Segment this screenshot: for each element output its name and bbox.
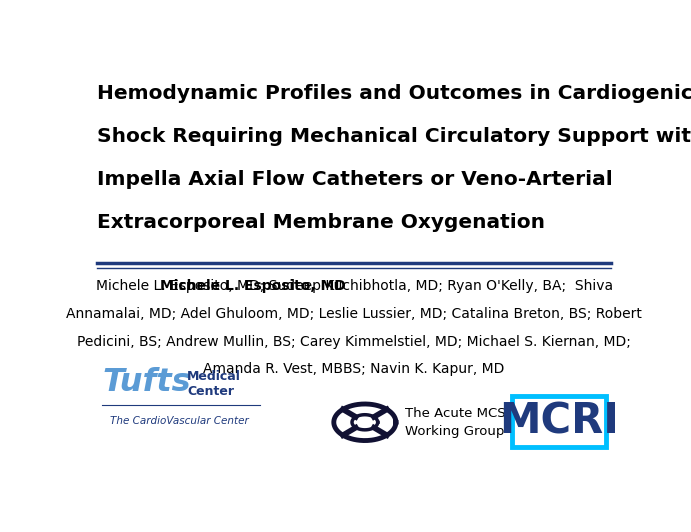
Text: Shock Requiring Mechanical Circulatory Support with: Shock Requiring Mechanical Circulatory S…	[97, 127, 691, 146]
Text: The CardioVascular Center: The CardioVascular Center	[111, 416, 249, 426]
Text: Medical
Center: Medical Center	[187, 370, 241, 398]
Text: Annamalai, MD; Adel Ghuloom, MD; Leslie Lussier, MD; Catalina Breton, BS; Robert: Annamalai, MD; Adel Ghuloom, MD; Leslie …	[66, 307, 642, 321]
Text: Amanda R. Vest, MBBS; Navin K. Kapur, MD: Amanda R. Vest, MBBS; Navin K. Kapur, MD	[203, 362, 505, 377]
FancyBboxPatch shape	[512, 396, 606, 447]
Text: Michele L. Esposito, MD: Michele L. Esposito, MD	[160, 279, 346, 293]
Text: MCRI: MCRI	[499, 400, 619, 442]
Text: Working Group: Working Group	[405, 425, 504, 438]
Text: Impella Axial Flow Catheters or Veno-Arterial: Impella Axial Flow Catheters or Veno-Art…	[97, 170, 613, 189]
Text: Extracorporeal Membrane Oxygenation: Extracorporeal Membrane Oxygenation	[97, 213, 545, 232]
Text: Pedicini, BS; Andrew Mullin, BS; Carey Kimmelstiel, MD; Michael S. Kiernan, MD;: Pedicini, BS; Andrew Mullin, BS; Carey K…	[77, 335, 631, 348]
Text: Tufts: Tufts	[102, 367, 191, 398]
Text: Hemodynamic Profiles and Outcomes in Cardiogenic: Hemodynamic Profiles and Outcomes in Car…	[97, 85, 691, 103]
Text: Michele L. Esposito, MD; Sudeep Kuchibhotla, MD; Ryan O'Kelly, BA;  Shiva: Michele L. Esposito, MD; Sudeep Kuchibho…	[95, 279, 613, 293]
Text: The Acute MCS: The Acute MCS	[405, 407, 506, 420]
